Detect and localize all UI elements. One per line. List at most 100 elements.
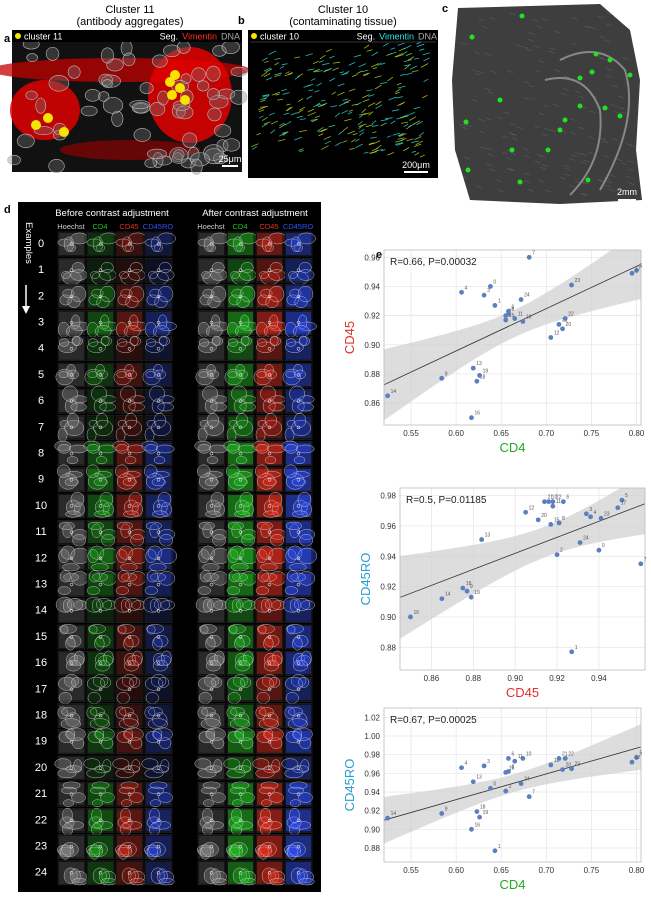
center-marker <box>156 347 161 351</box>
point <box>503 788 509 794</box>
center-marker <box>127 373 132 377</box>
texture <box>575 90 582 94</box>
cell-outline <box>113 368 132 386</box>
fiber <box>374 84 382 90</box>
fiber <box>316 126 324 132</box>
center-marker <box>267 399 272 403</box>
point <box>459 765 464 771</box>
cell-outline <box>152 727 173 741</box>
center-marker <box>296 373 301 377</box>
texture <box>510 133 517 136</box>
fiber <box>263 94 270 100</box>
cell-outline <box>131 502 143 517</box>
fiber <box>307 68 315 71</box>
y-tick-label: 1.02 <box>364 713 380 722</box>
fiber <box>281 63 288 66</box>
texture <box>523 172 531 176</box>
cell-outline <box>240 878 257 886</box>
channel-header: Hoechst <box>57 222 85 231</box>
cell-outline <box>87 730 104 743</box>
stain <box>117 337 142 360</box>
cell-outline <box>148 786 164 795</box>
cell-outline <box>144 768 164 779</box>
stain <box>117 599 142 622</box>
texture <box>569 132 577 135</box>
fiber <box>342 140 348 143</box>
cell-outline <box>153 325 170 338</box>
cell-outline <box>297 269 315 281</box>
cell-outline <box>124 325 141 338</box>
point-label: 18 <box>466 581 472 587</box>
center-marker <box>127 766 132 770</box>
cell-outline <box>58 676 77 691</box>
cluster-dot <box>545 147 551 153</box>
fiber <box>294 75 300 80</box>
cell-outline <box>65 636 76 651</box>
center-marker <box>267 504 272 508</box>
cell-outline <box>212 870 227 883</box>
tile <box>86 598 115 624</box>
tile <box>115 441 144 466</box>
cell-outline <box>206 325 223 338</box>
cell-outline <box>86 444 100 454</box>
center-marker <box>156 792 161 796</box>
cell-outline <box>87 676 106 691</box>
center-marker <box>69 478 74 482</box>
fiber <box>341 110 349 114</box>
regression-line <box>400 503 645 598</box>
center-marker <box>127 451 132 456</box>
tile <box>226 755 255 781</box>
center-marker <box>267 582 272 587</box>
fiber <box>329 55 335 59</box>
cell-outline <box>255 768 275 779</box>
fiber <box>319 54 326 60</box>
texture <box>538 112 545 115</box>
texture <box>575 152 582 155</box>
cell-outline <box>58 692 72 704</box>
cell-outline <box>199 294 212 306</box>
cluster-dot <box>593 51 599 57</box>
point <box>548 762 554 768</box>
cell-outline <box>286 625 296 635</box>
nucleus <box>111 110 124 127</box>
center-marker <box>69 792 74 796</box>
texture <box>501 151 508 154</box>
y-tick-label: 0.98 <box>380 492 396 501</box>
cell-outline <box>292 727 313 741</box>
center-marker <box>69 871 74 875</box>
point-label: 2 <box>509 784 512 790</box>
cell-outline <box>269 792 284 803</box>
cell-outline <box>99 269 117 281</box>
point <box>554 552 560 558</box>
tile <box>284 519 313 545</box>
fiber <box>261 123 268 128</box>
stain <box>88 599 113 622</box>
cluster-dot <box>577 75 583 81</box>
point <box>550 503 556 509</box>
texture <box>465 124 472 127</box>
cluster-dot <box>463 119 469 125</box>
texture <box>479 131 486 134</box>
cell-outline <box>200 545 216 560</box>
texture <box>599 180 606 183</box>
fiber <box>274 62 280 66</box>
point <box>503 770 509 775</box>
center-marker <box>98 504 103 508</box>
channel-header: Hoechst <box>197 222 225 231</box>
fiber <box>339 71 344 74</box>
fiber <box>388 96 397 101</box>
texture <box>524 48 532 51</box>
stain <box>228 468 253 491</box>
center-marker <box>267 268 272 272</box>
cell-outline <box>58 371 69 378</box>
nucleus <box>84 89 101 102</box>
cell-outline <box>289 563 307 572</box>
center-marker <box>69 556 74 561</box>
tile <box>226 257 255 283</box>
cell-outline <box>285 676 304 691</box>
cell-outline <box>292 510 308 518</box>
stain <box>228 259 253 282</box>
fiber <box>395 96 404 99</box>
center-marker <box>267 818 272 823</box>
point <box>506 756 511 761</box>
